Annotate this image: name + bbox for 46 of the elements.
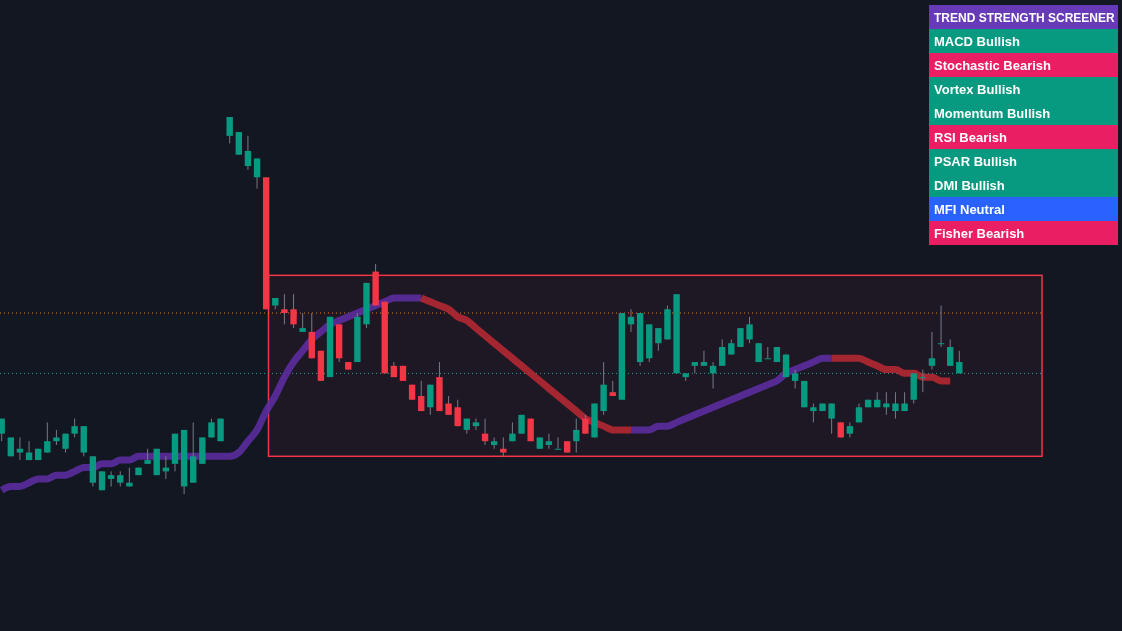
candlestick bbox=[846, 421, 854, 438]
category-label: Stochastic Bearish bbox=[934, 57, 1052, 73]
candlestick bbox=[454, 399, 461, 427]
candlestick bbox=[427, 384, 434, 416]
candlestick bbox=[718, 338, 726, 367]
category-label: DMI Bullish bbox=[934, 177, 1005, 193]
category-label: RSI Bearish bbox=[934, 129, 1008, 145]
candlestick bbox=[892, 391, 899, 420]
candlestick bbox=[299, 312, 306, 333]
text: TREND STRENGTH SCREENER bbox=[934, 10, 1116, 25]
candlestick bbox=[253, 157, 261, 190]
candlestick bbox=[290, 293, 297, 329]
candlestick bbox=[16, 436, 24, 461]
candlestick bbox=[937, 305, 945, 348]
candlestick bbox=[746, 316, 753, 344]
category-label: MACD Bullish bbox=[934, 33, 1020, 49]
candlestick bbox=[235, 131, 243, 156]
candlestick bbox=[655, 327, 662, 352]
category-label: PSAR Bullish bbox=[934, 153, 1018, 169]
candlestick bbox=[554, 436, 562, 450]
candlestick bbox=[764, 346, 771, 360]
candlestick bbox=[919, 369, 927, 393]
candlestick bbox=[828, 403, 835, 435]
candlestick bbox=[928, 331, 936, 371]
category-label: Fisher Bearish bbox=[934, 225, 1025, 241]
candlestick bbox=[445, 395, 452, 416]
candlestick bbox=[500, 436, 507, 457]
candlestick bbox=[418, 380, 425, 412]
candlestick bbox=[226, 116, 233, 144]
category-label: MFI Neutral bbox=[934, 201, 1005, 217]
candlestick bbox=[281, 293, 288, 325]
candlestick bbox=[810, 403, 817, 423]
candlestick bbox=[573, 418, 580, 454]
category-label: Vortex Bullish bbox=[934, 81, 1021, 97]
candlestick bbox=[107, 470, 115, 487]
category-label: Momentum Bullish bbox=[934, 105, 1051, 121]
candlestick bbox=[44, 421, 51, 454]
candlestick bbox=[71, 418, 78, 438]
candlestick bbox=[791, 369, 799, 389]
candlestick bbox=[947, 338, 954, 367]
candlestick bbox=[582, 414, 589, 435]
candlestick bbox=[545, 433, 553, 450]
candlestick bbox=[737, 327, 744, 348]
candlestick bbox=[472, 418, 480, 431]
candlestick bbox=[700, 350, 708, 367]
candlestick bbox=[244, 135, 252, 171]
